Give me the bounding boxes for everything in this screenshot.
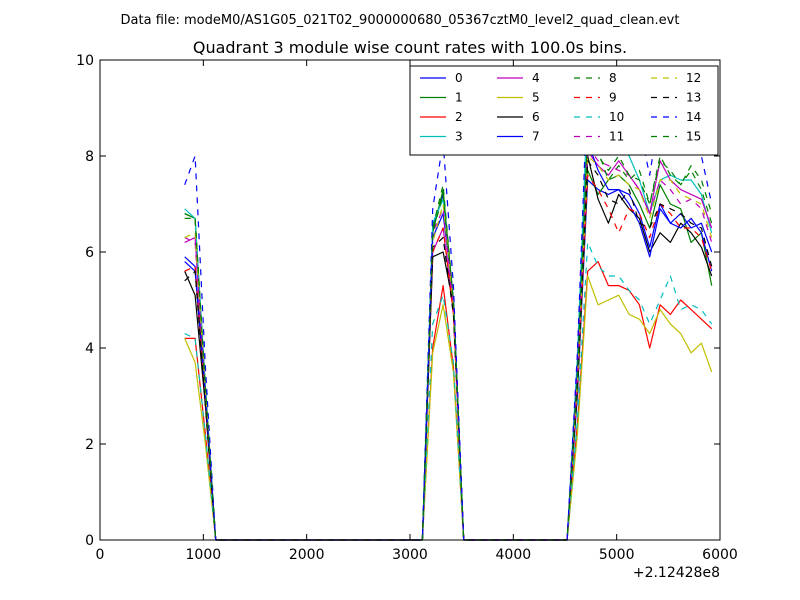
legend-label-8: 8 <box>609 71 617 85</box>
legend-label-6: 6 <box>532 110 540 124</box>
x-tick-label-0: 0 <box>96 547 105 563</box>
y-tick-label-2: 2 <box>85 437 94 453</box>
legend-label-7: 7 <box>532 130 540 144</box>
legend-label-3: 3 <box>455 130 463 144</box>
series-line-10 <box>184 241 713 541</box>
legend-label-15: 15 <box>686 130 701 144</box>
legend-label-5: 5 <box>532 91 540 105</box>
legend-label-4: 4 <box>532 71 540 85</box>
legend-label-9: 9 <box>609 91 617 105</box>
legend-label-14: 14 <box>686 110 701 124</box>
x-tick-label-3000: 3000 <box>392 547 428 563</box>
legend-label-13: 13 <box>686 91 701 105</box>
x-tick-label-6000: 6000 <box>702 547 738 563</box>
legend-label-11: 11 <box>609 130 624 144</box>
x-tick-label-1000: 1000 <box>186 547 222 563</box>
y-tick-label-0: 0 <box>85 533 94 549</box>
series-line-15 <box>184 131 713 541</box>
y-tick-label-10: 10 <box>76 53 94 69</box>
legend-box <box>409 65 719 156</box>
y-tick-label-8: 8 <box>85 149 94 165</box>
x-offset-label: +2.12428e8 <box>633 565 720 581</box>
chart-title: Quadrant 3 module wise count rates with … <box>193 38 627 57</box>
y-tick-label-4: 4 <box>85 341 94 357</box>
legend-label-0: 0 <box>455 71 463 85</box>
legend-label-12: 12 <box>686 71 701 85</box>
chart-suptitle: Data file: modeM0/AS1G05_021T02_90000006… <box>121 13 680 28</box>
axes-frame <box>99 59 721 541</box>
x-tick-label-4000: 4000 <box>496 547 532 563</box>
legend-label-2: 2 <box>455 110 463 124</box>
legend-label-10: 10 <box>609 110 624 124</box>
y-tick-label-6: 6 <box>85 245 94 261</box>
x-tick-label-5000: 5000 <box>599 547 635 563</box>
legend-label-1: 1 <box>455 91 463 105</box>
x-tick-label-2000: 2000 <box>289 547 325 563</box>
